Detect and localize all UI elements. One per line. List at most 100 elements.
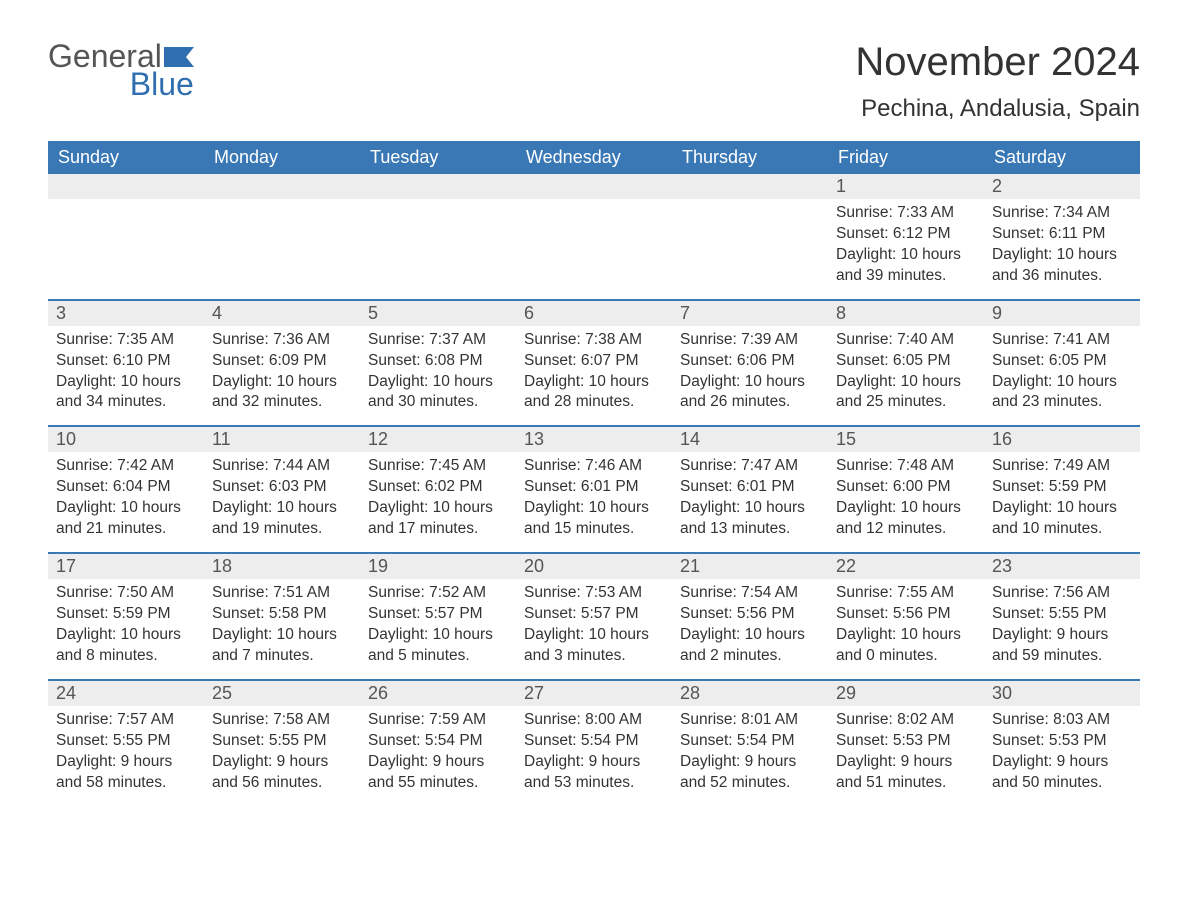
sunrise-text: Sunrise: 7:42 AM <box>56 456 196 477</box>
daylight1-text: Daylight: 10 hours <box>680 625 820 646</box>
sunset-text: Sunset: 5:59 PM <box>992 477 1132 498</box>
daylight1-text: Daylight: 9 hours <box>836 752 976 773</box>
sunset-text: Sunset: 6:09 PM <box>212 351 352 372</box>
calendar-cell: 29 Sunrise: 8:02 AMSunset: 5:53 PMDayligh… <box>828 681 984 806</box>
daylight2-text: and 23 minutes. <box>992 392 1132 413</box>
calendar-cell: 16 Sunrise: 7:49 AMSunset: 5:59 PMDayligh… <box>984 427 1140 552</box>
daynum-row: 2 <box>984 174 1140 199</box>
calendar-cell: . <box>516 174 672 299</box>
day-details: Sunrise: 7:36 AMSunset: 6:09 PMDaylight:… <box>204 326 360 414</box>
sunset-text: Sunset: 6:08 PM <box>368 351 508 372</box>
day-details: Sunrise: 7:52 AMSunset: 5:57 PMDaylight:… <box>360 579 516 667</box>
day-details: Sunrise: 7:50 AMSunset: 5:59 PMDaylight:… <box>48 579 204 667</box>
daylight2-text: and 26 minutes. <box>680 392 820 413</box>
calendar-cell: 24Sunrise: 7:57 AMSunset: 5:55 PMDayligh… <box>48 681 204 806</box>
daynum-row: 19 <box>360 554 516 579</box>
daynum-row: . <box>48 174 204 199</box>
sunset-text: Sunset: 5:57 PM <box>524 604 664 625</box>
daynum-row: 23 <box>984 554 1140 579</box>
daylight1-text: Daylight: 10 hours <box>992 372 1132 393</box>
header: General Blue November 2024 Pechina, Anda… <box>48 40 1140 123</box>
day-details: Sunrise: 7:48 AMSunset: 6:00 PMDaylight:… <box>828 452 984 540</box>
sunset-text: Sunset: 5:53 PM <box>992 731 1132 752</box>
daylight1-text: Daylight: 10 hours <box>680 498 820 519</box>
day-details: Sunrise: 7:59 AMSunset: 5:54 PMDaylight:… <box>360 706 516 794</box>
sunrise-text: Sunrise: 7:36 AM <box>212 330 352 351</box>
daynum-row: 13 <box>516 427 672 452</box>
calendar-cell: 13Sunrise: 7:46 AMSunset: 6:01 PMDayligh… <box>516 427 672 552</box>
sunrise-text: Sunrise: 7:58 AM <box>212 710 352 731</box>
sunrise-text: Sunrise: 7:46 AM <box>524 456 664 477</box>
day-details: Sunrise: 7:34 AMSunset: 6:11 PMDaylight:… <box>984 199 1140 287</box>
day-number: 19 <box>368 556 388 576</box>
daynum-row: . <box>672 174 828 199</box>
day-header: Friday <box>828 141 984 174</box>
daynum-row: 28 <box>672 681 828 706</box>
daynum-row: 24 <box>48 681 204 706</box>
day-details: Sunrise: 7:56 AMSunset: 5:55 PMDaylight:… <box>984 579 1140 667</box>
day-details: Sunrise: 7:49 AMSunset: 5:59 PMDaylight:… <box>984 452 1140 540</box>
daylight2-text: and 0 minutes. <box>836 646 976 667</box>
daynum-row: 16 <box>984 427 1140 452</box>
day-details: Sunrise: 7:37 AMSunset: 6:08 PMDaylight:… <box>360 326 516 414</box>
calendar-cell: 4Sunrise: 7:36 AMSunset: 6:09 PMDaylight… <box>204 301 360 426</box>
daynum-row: 29 <box>828 681 984 706</box>
daynum-row: 4 <box>204 301 360 326</box>
daylight2-text: and 51 minutes. <box>836 773 976 794</box>
sunrise-text: Sunrise: 8:00 AM <box>524 710 664 731</box>
calendar: Sunday Monday Tuesday Wednesday Thursday… <box>48 141 1140 805</box>
sunset-text: Sunset: 5:58 PM <box>212 604 352 625</box>
day-details: Sunrise: 7:57 AMSunset: 5:55 PMDaylight:… <box>48 706 204 794</box>
sunset-text: Sunset: 5:59 PM <box>56 604 196 625</box>
calendar-cell: 14Sunrise: 7:47 AMSunset: 6:01 PMDayligh… <box>672 427 828 552</box>
daynum-row: 11 <box>204 427 360 452</box>
day-number: 18 <box>212 556 232 576</box>
daylight2-text: and 53 minutes. <box>524 773 664 794</box>
daylight1-text: Daylight: 10 hours <box>836 625 976 646</box>
logo-text: General Blue <box>48 40 194 100</box>
daylight2-text: and 2 minutes. <box>680 646 820 667</box>
sunset-text: Sunset: 5:54 PM <box>524 731 664 752</box>
day-header: Wednesday <box>516 141 672 174</box>
sunrise-text: Sunrise: 7:53 AM <box>524 583 664 604</box>
day-details: Sunrise: 7:51 AMSunset: 5:58 PMDaylight:… <box>204 579 360 667</box>
weeks-container: .....1Sunrise: 7:33 AMSunset: 6:12 PMDay… <box>48 174 1140 805</box>
day-details: Sunrise: 7:46 AMSunset: 6:01 PMDaylight:… <box>516 452 672 540</box>
calendar-cell: 21Sunrise: 7:54 AMSunset: 5:56 PMDayligh… <box>672 554 828 679</box>
sunset-text: Sunset: 6:06 PM <box>680 351 820 372</box>
day-details: Sunrise: 8:00 AMSunset: 5:54 PMDaylight:… <box>516 706 672 794</box>
day-details: Sunrise: 7:42 AMSunset: 6:04 PMDaylight:… <box>48 452 204 540</box>
day-number: 5 <box>368 303 378 323</box>
day-number: 16 <box>992 429 1012 449</box>
day-number: 29 <box>836 683 856 703</box>
daynum-row: 9 <box>984 301 1140 326</box>
day-number: 26 <box>368 683 388 703</box>
day-details: Sunrise: 7:44 AMSunset: 6:03 PMDaylight:… <box>204 452 360 540</box>
daynum-row: 18 <box>204 554 360 579</box>
day-details: Sunrise: 7:40 AMSunset: 6:05 PMDaylight:… <box>828 326 984 414</box>
daylight2-text: and 21 minutes. <box>56 519 196 540</box>
daylight2-text: and 28 minutes. <box>524 392 664 413</box>
daylight2-text: and 39 minutes. <box>836 266 976 287</box>
sunset-text: Sunset: 6:01 PM <box>524 477 664 498</box>
daynum-row: 22 <box>828 554 984 579</box>
sunset-text: Sunset: 6:11 PM <box>992 224 1132 245</box>
calendar-cell: 19 Sunrise: 7:52 AMSunset: 5:57 PMDayligh… <box>360 554 516 679</box>
day-details: Sunrise: 8:03 AMSunset: 5:53 PMDaylight:… <box>984 706 1140 794</box>
sunrise-text: Sunrise: 8:02 AM <box>836 710 976 731</box>
sunrise-text: Sunrise: 7:35 AM <box>56 330 196 351</box>
location: Pechina, Andalusia, Spain <box>855 95 1140 123</box>
daylight1-text: Daylight: 10 hours <box>212 625 352 646</box>
sunrise-text: Sunrise: 7:40 AM <box>836 330 976 351</box>
sunset-text: Sunset: 5:53 PM <box>836 731 976 752</box>
daynum-row: 10 <box>48 427 204 452</box>
daynum-row: . <box>516 174 672 199</box>
daynum-row: 30 <box>984 681 1140 706</box>
day-header-row: Sunday Monday Tuesday Wednesday Thursday… <box>48 141 1140 174</box>
daylight2-text: and 19 minutes. <box>212 519 352 540</box>
daynum-row: 15 <box>828 427 984 452</box>
daylight1-text: Daylight: 9 hours <box>680 752 820 773</box>
daylight1-text: Daylight: 10 hours <box>56 625 196 646</box>
daylight1-text: Daylight: 9 hours <box>992 752 1132 773</box>
daynum-row: 3 <box>48 301 204 326</box>
